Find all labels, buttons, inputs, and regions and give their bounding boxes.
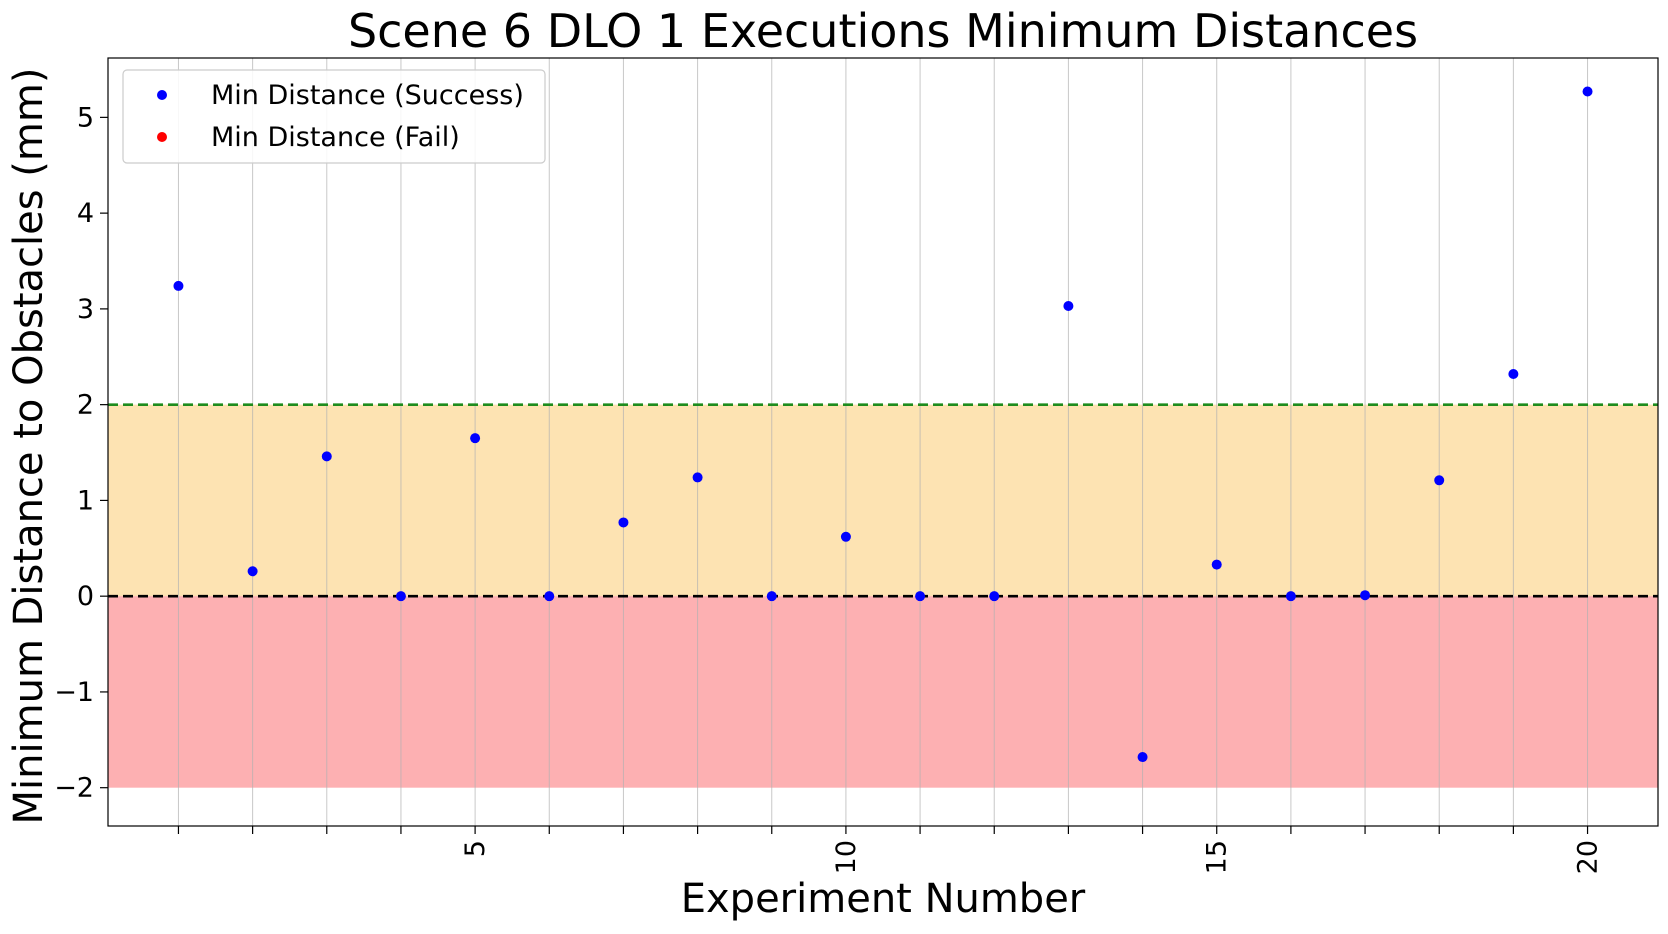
data-point-series0-exp19 [1508, 369, 1519, 380]
y-ticks-layer: −2 −1 0 1 2 3 4 5 [54, 102, 108, 804]
legend-label-fail: Min Distance (Fail) [211, 122, 460, 153]
grid-layer [177, 58, 1589, 826]
data-point-series0-exp13 [1063, 301, 1074, 312]
x-tick-label: 15 [1202, 840, 1233, 874]
data-point-series0-exp12 [989, 591, 1000, 602]
reference-lines-layer [108, 403, 1658, 598]
data-point-series0-exp2 [247, 566, 258, 577]
x-axis-label: Experiment Number [681, 876, 1086, 922]
legend-marker-fail [157, 132, 167, 142]
data-point-series0-exp15 [1211, 559, 1222, 570]
legend-marker-success [157, 90, 167, 100]
data-point-series0-exp4 [395, 591, 406, 602]
chart-title: Scene 6 DLO 1 Executions Minimum Distanc… [348, 4, 1418, 58]
data-point-series0-exp8 [692, 472, 703, 483]
x-tick-label: 10 [831, 840, 862, 874]
legend: Min Distance (Success) Min Distance (Fai… [122, 69, 546, 164]
data-point-series0-exp17 [1360, 590, 1371, 601]
data-point-series0-exp7 [618, 517, 629, 528]
y-tick-label: 0 [77, 581, 94, 612]
y-tick-label: 2 [77, 390, 94, 421]
data-point-series0-exp5 [470, 433, 481, 444]
x-tick-label: 20 [1573, 840, 1604, 874]
data-point-series0-exp18 [1434, 475, 1445, 486]
data-point-series0-exp1 [173, 280, 184, 291]
data-point-series0-exp20 [1582, 86, 1593, 97]
plot-frame [107, 57, 1659, 827]
band-0 [108, 404, 1658, 597]
data-point-series0-exp14 [1137, 752, 1148, 763]
points-layer [173, 86, 1593, 763]
data-point-series0-exp9 [766, 591, 777, 602]
data-point-series0-exp3 [321, 451, 332, 462]
y-axis-label: Minimum Distance to Obstacles (mm) [6, 68, 52, 825]
legend-label-success: Min Distance (Success) [211, 80, 524, 111]
data-point-series0-exp10 [840, 531, 851, 542]
y-tick-label: 1 [77, 485, 94, 516]
data-point-series0-exp16 [1285, 591, 1296, 602]
y-tick-label: −1 [54, 677, 94, 708]
y-tick-label: 5 [77, 102, 94, 133]
y-tick-label: 3 [77, 294, 94, 325]
legend-box [122, 69, 546, 164]
x-tick-label: 5 [460, 840, 491, 857]
y-tick-label: 4 [77, 198, 94, 229]
bands-layer [108, 404, 1658, 788]
data-point-series0-exp6 [544, 591, 555, 602]
data-point-series0-exp11 [915, 591, 926, 602]
y-tick-label: −2 [54, 773, 94, 804]
x-ticks-layer: 5 10 15 20 [177, 826, 1604, 874]
band-1 [108, 596, 1658, 788]
